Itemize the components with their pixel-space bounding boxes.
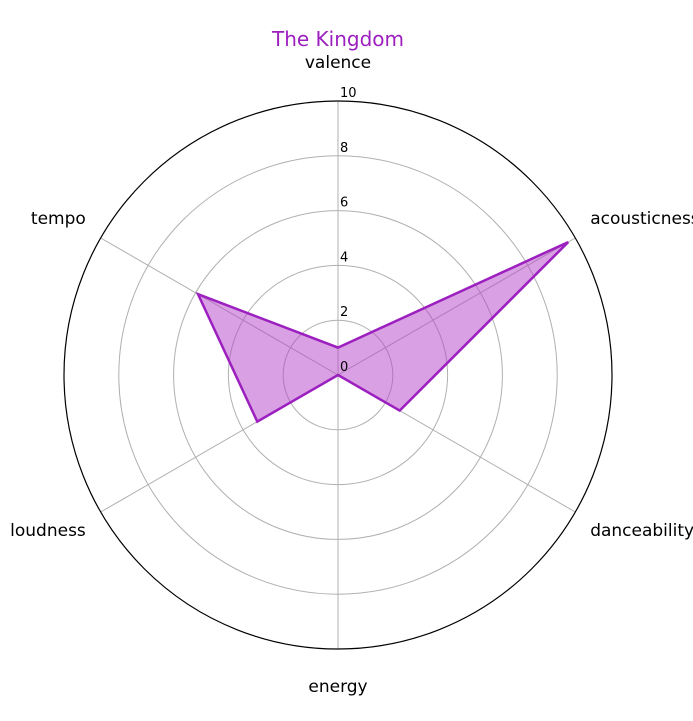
axis-label-danceability: danceability [590, 521, 693, 541]
chart-title: The Kingdom [271, 27, 404, 51]
radar-series [198, 242, 568, 422]
series-fill-0 [198, 242, 568, 422]
tick-label-2: 2 [340, 305, 348, 320]
tick-label-10: 10 [340, 86, 357, 101]
tick-label-4: 4 [340, 250, 348, 265]
tick-label-0: 0 [340, 360, 348, 375]
axis-label-energy: energy [308, 677, 367, 697]
tick-label-6: 6 [340, 196, 348, 211]
axis-label-tempo: tempo [31, 209, 86, 229]
axis-label-acousticness: acousticness [590, 209, 693, 229]
tick-label-8: 8 [340, 141, 348, 156]
axis-label-valence: valence [305, 53, 371, 73]
axis-label-loudness: loudness [10, 521, 86, 541]
radial-tick-labels: 0 2 4 6 8 10 [340, 86, 357, 375]
